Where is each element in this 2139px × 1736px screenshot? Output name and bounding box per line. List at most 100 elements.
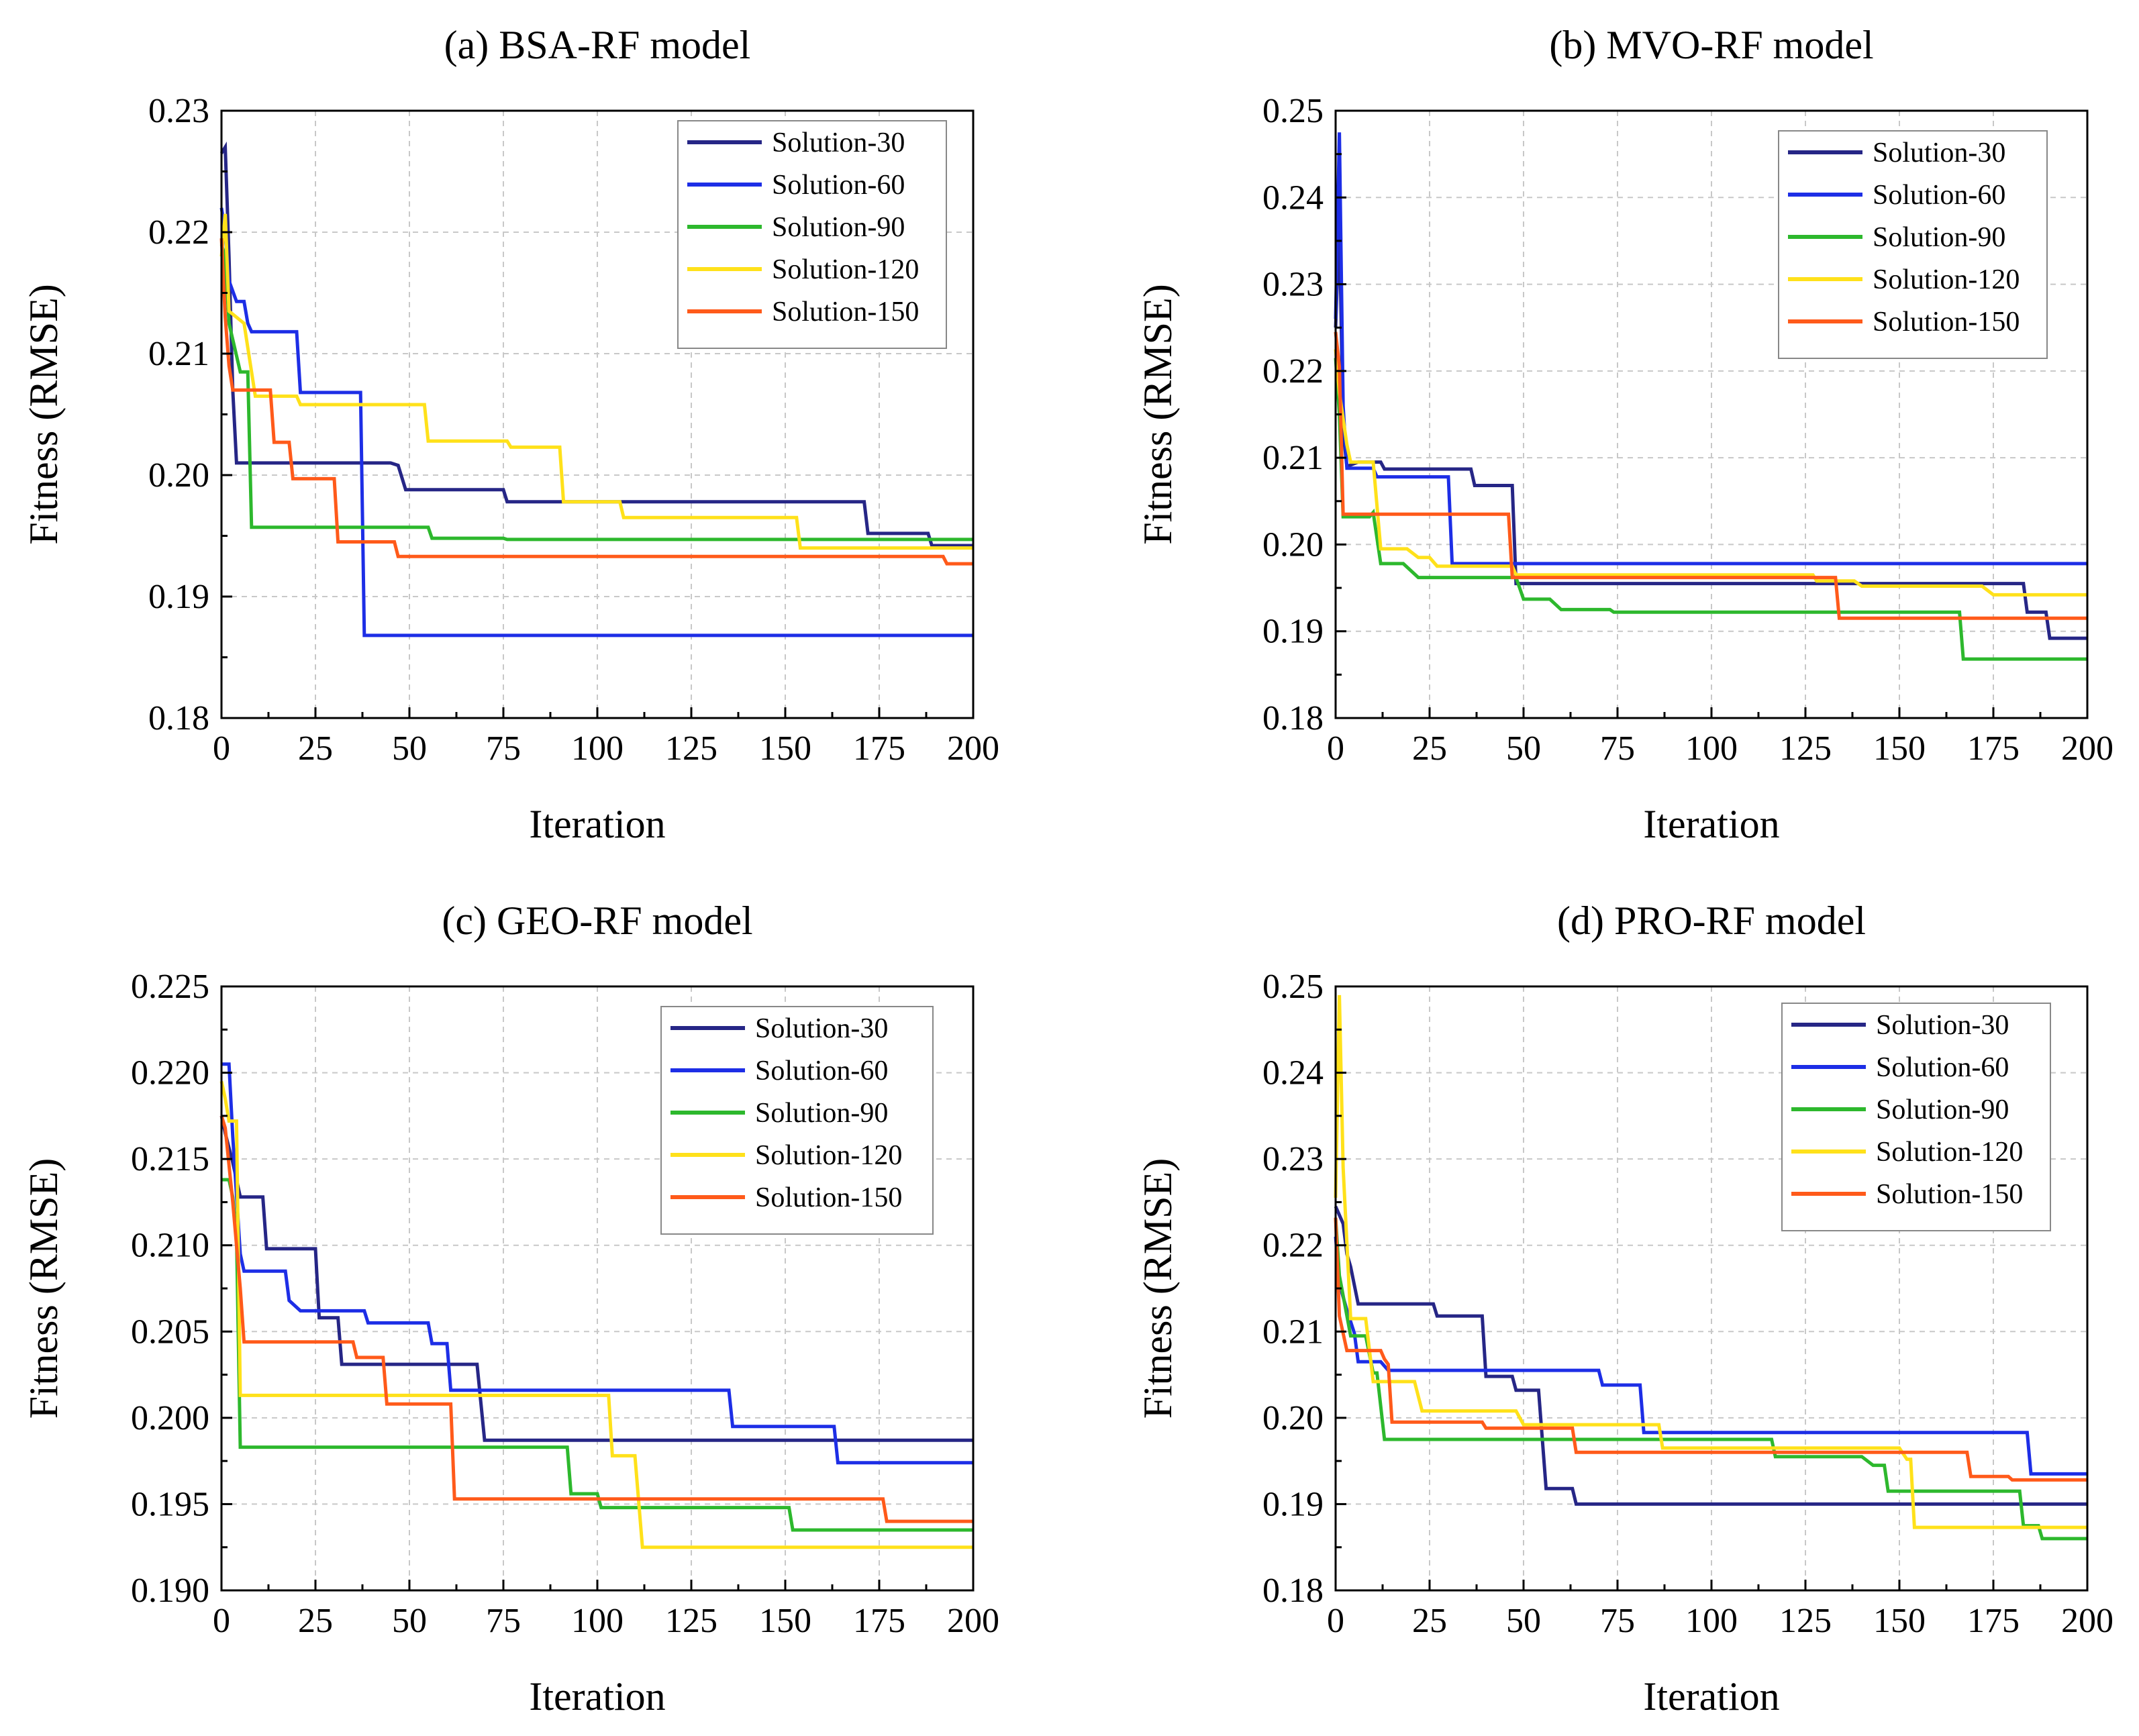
chart-title: (a) BSA-RF model: [444, 23, 751, 67]
x-tick-label: 175: [1967, 729, 2020, 768]
chart-panel-2: (b) MVO-RF model 0 25 50 75 100 125 150 175 200 0.…: [1136, 23, 2113, 846]
legend-label: Solution-90: [1876, 1094, 2009, 1125]
series-line-solution-150: [219, 1115, 973, 1523]
x-tick-label: 0: [213, 729, 230, 768]
x-axis-label: Iteration: [1643, 1674, 1779, 1719]
x-tick-label: 0: [1327, 729, 1344, 768]
x-tick-label: 75: [486, 729, 521, 768]
x-tick-label: 175: [1967, 1602, 2020, 1640]
x-tick-label: 75: [486, 1602, 521, 1640]
legend: Solution-30 Solution-60 Solution-90 Solutio…: [1781, 1003, 2051, 1231]
x-tick-label: 125: [665, 729, 717, 768]
legend-label: Solution-120: [1876, 1137, 2023, 1168]
y-tick-label: 0.24: [1262, 1054, 1324, 1092]
y-tick-label: 0.205: [131, 1313, 209, 1351]
y-tick-label: 0.24: [1262, 178, 1324, 217]
y-tick-label: 0.215: [131, 1140, 209, 1178]
x-tick-label: 200: [2061, 729, 2113, 768]
series-line-solution-150: [1334, 331, 2087, 620]
y-tick-label: 0.23: [1262, 266, 1324, 304]
legend-label: Solution-150: [772, 297, 919, 327]
y-axis-label: Fitness (RMSE): [1136, 284, 1180, 544]
legend: Solution-30 Solution-60 Solution-90 Solutio…: [660, 1006, 934, 1235]
legend-label: Solution-30: [755, 1013, 888, 1044]
x-tick-label: 50: [392, 1602, 427, 1640]
legend-label: Solution-120: [755, 1140, 902, 1171]
series-line-solution-120: [219, 1080, 973, 1549]
legend-label: Solution-60: [755, 1056, 888, 1086]
legend-label: Solution-60: [1876, 1052, 2009, 1083]
x-tick-label: 200: [2061, 1602, 2113, 1640]
y-tick-label: 0.21: [148, 335, 209, 373]
legend-label: Solution-60: [772, 170, 905, 201]
y-axis-label: Fitness (RMSE): [1136, 1158, 1180, 1419]
y-tick-label: 0.22: [1262, 1227, 1324, 1265]
x-tick-label: 175: [853, 1602, 905, 1640]
y-tick-label: 0.190: [131, 1572, 209, 1610]
chart-panel-3: (c) GEO-RF model 0 25 50 75 100 125 150 175 200 0.…: [21, 899, 999, 1719]
chart-title: (c) GEO-RF model: [442, 899, 752, 943]
y-tick-label: 0.20: [148, 456, 209, 495]
x-tick-label: 75: [1600, 1602, 1635, 1640]
legend-label: Solution-120: [1873, 264, 2020, 295]
legend-label: Solution-30: [772, 127, 905, 158]
x-tick-label: 50: [392, 729, 427, 768]
y-tick-label: 0.19: [1262, 1485, 1324, 1523]
x-tick-label: 25: [1412, 729, 1447, 768]
x-tick-label: 125: [665, 1602, 717, 1640]
x-axis-label: Iteration: [1643, 802, 1779, 846]
x-tick-label: 100: [571, 729, 624, 768]
legend: Solution-30 Solution-60 Solution-90 Solutio…: [677, 120, 947, 349]
y-tick-label: 0.23: [1262, 1140, 1324, 1178]
x-tick-label: 25: [298, 729, 333, 768]
y-tick-label: 0.20: [1262, 525, 1324, 564]
x-tick-label: 150: [759, 729, 811, 768]
legend-label: Solution-90: [1873, 222, 2005, 253]
x-tick-label: 175: [853, 729, 905, 768]
y-tick-label: 0.21: [1262, 1313, 1324, 1351]
x-tick-label: 100: [1685, 1602, 1738, 1640]
chart-title: (d) PRO-RF model: [1557, 899, 1866, 943]
chart-panel-1: (a) BSA-RF model 0 25 50 75 100 125 150 175 200 0.…: [21, 23, 999, 846]
series-line-solution-60: [221, 1062, 973, 1465]
y-tick-label: 0.20: [1262, 1399, 1324, 1437]
x-axis-label: Iteration: [529, 1674, 665, 1719]
y-tick-label: 0.22: [1262, 352, 1324, 391]
y-tick-label: 0.18: [1262, 1572, 1324, 1610]
y-tick-label: 0.225: [131, 968, 209, 1006]
legend-box: [660, 1006, 934, 1235]
legend-label: Solution-120: [772, 254, 919, 285]
y-tick-label: 0.23: [148, 92, 209, 130]
y-axis-label: Fitness (RMSE): [21, 284, 66, 544]
y-tick-label: 0.25: [1262, 92, 1324, 130]
x-tick-label: 125: [1779, 729, 1832, 768]
legend-label: Solution-30: [1876, 1010, 2009, 1041]
x-tick-label: 25: [298, 1602, 333, 1640]
x-tick-label: 0: [213, 1602, 230, 1640]
y-tick-label: 0.18: [148, 699, 209, 737]
x-tick-label: 25: [1412, 1602, 1447, 1640]
x-tick-label: 100: [571, 1602, 624, 1640]
legend-label: Solution-90: [772, 212, 905, 243]
series-line-solution-150: [1334, 1217, 2087, 1482]
legend-label: Solution-60: [1873, 180, 2005, 211]
x-axis-label: Iteration: [529, 802, 665, 846]
x-tick-label: 0: [1327, 1602, 1344, 1640]
y-axis-label: Fitness (RMSE): [21, 1158, 66, 1419]
y-tick-label: 0.200: [131, 1399, 209, 1437]
legend-label: Solution-150: [1876, 1179, 2023, 1210]
x-tick-label: 50: [1506, 1602, 1541, 1640]
x-tick-label: 75: [1600, 729, 1635, 768]
y-tick-label: 0.18: [1262, 699, 1324, 737]
x-tick-label: 150: [1873, 1602, 1926, 1640]
legend: Solution-30 Solution-60 Solution-90 Solutio…: [1778, 130, 2048, 359]
x-tick-label: 200: [947, 1602, 999, 1640]
y-tick-label: 0.21: [1262, 439, 1324, 477]
chart-title: (b) MVO-RF model: [1549, 23, 1873, 67]
legend-label: Solution-30: [1873, 138, 2005, 168]
y-tick-label: 0.19: [148, 578, 209, 616]
x-tick-label: 100: [1685, 729, 1738, 768]
y-tick-label: 0.22: [148, 213, 209, 252]
legend-label: Solution-90: [755, 1098, 888, 1129]
legend-label: Solution-150: [1873, 307, 2020, 338]
